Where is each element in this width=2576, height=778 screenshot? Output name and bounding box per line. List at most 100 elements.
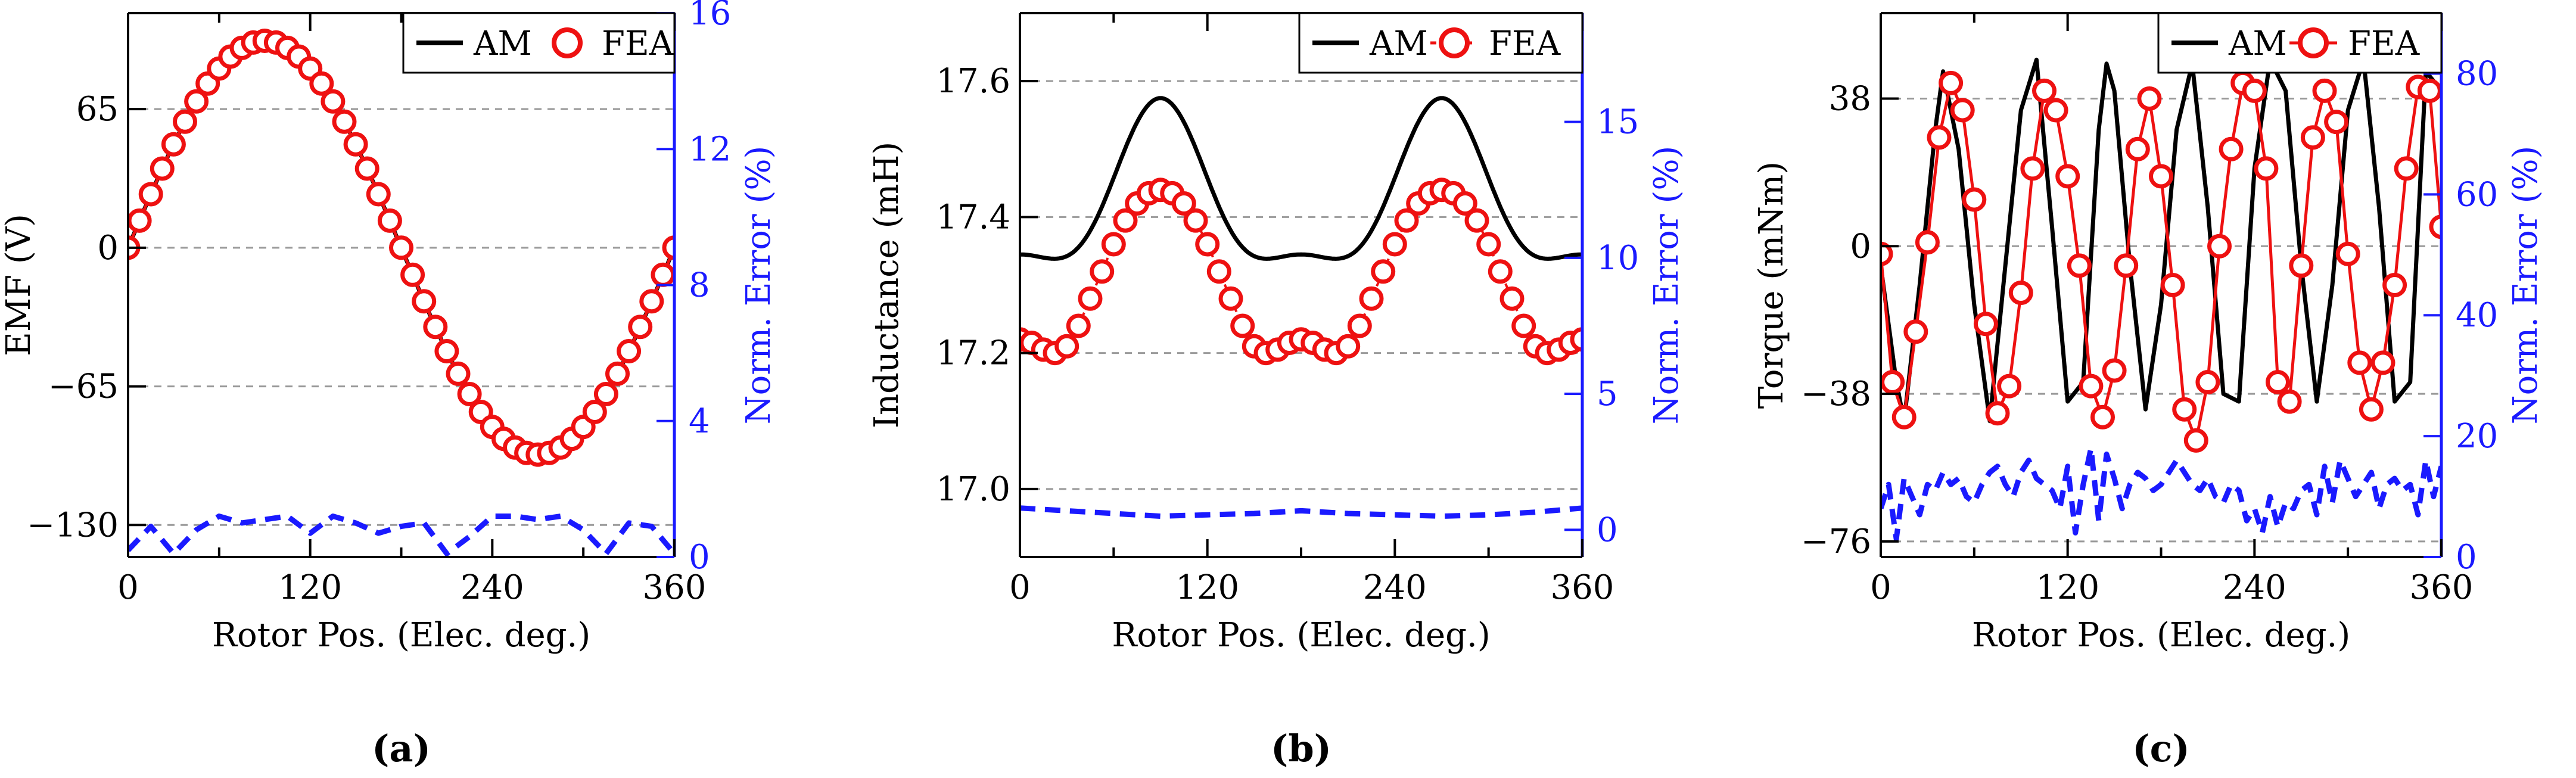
panel-1-plot-area [128,29,674,556]
panel-1-fea-marker [605,361,630,386]
panel-3-fea-marker [1891,404,1917,430]
panel-3-x-tick-label: 360 [2410,568,2474,607]
panel-2-fea-marker [1101,232,1126,257]
panel-2-fea-marker [1090,259,1115,284]
panel-1-series-error [128,514,674,556]
panel-3-fea-marker [2125,136,2150,161]
panel-3-fea-marker [2102,358,2127,383]
panel-3-fea-marker [2266,370,2290,394]
panel-2-fea-marker [1570,327,1582,352]
panel-1-fea-marker [377,208,402,233]
panel-3-fea-marker [2370,350,2395,375]
panel-3-y-axis-title: Torque (mNm) [1752,161,1791,409]
panel-1-y-tick-label: −130 [27,506,119,544]
panel-1-legend-am-label: AM [473,24,532,63]
panel-1-fea-marker [343,132,368,157]
panel-3-y2-tick-label: 80 [2456,54,2498,93]
panel-1-y-tick-label: 65 [76,90,119,129]
panel-3-fea-marker [1927,125,1952,150]
panel-2-fea-marker [1488,259,1513,284]
panel-3-fea-marker [1962,187,1987,212]
panel-1-fea-marker [173,109,197,134]
panel-2-y2-tick-label: 5 [1597,375,1618,413]
panel-2-legend-am-label: AM [1369,24,1428,63]
panel-2-fea-marker [1054,334,1079,359]
panel-3-fea-marker [2149,164,2173,189]
panel-1-fea-marker [150,156,175,181]
panel-1-fea-marker [128,208,152,233]
panel-3-x-tick-label: 120 [2036,568,2099,607]
panel-1-y2-tick-label: 0 [689,538,710,577]
panel-3-fea-marker [2324,110,2349,135]
panel-3-fea-marker [1939,70,1964,95]
panel-1-x-tick-label: 360 [643,568,707,607]
panel-2-fea-marker [1371,259,1396,284]
panel-2-x-tick-label: 0 [1009,568,1031,607]
panel-2-x-axis-title: Rotor Pos. (Elec. deg.) [1112,616,1490,655]
panel-3-fea-marker [1915,230,1940,255]
panel-3-fea-marker [2300,125,2325,150]
panel-1-fea-marker [332,109,357,134]
panel-3-fea-marker [2008,281,2033,305]
panel-3-fea-marker [2254,156,2279,181]
panel-3-fea-marker [2429,214,2441,239]
panel-3-fea-marker [2277,389,2302,414]
panel-2-x-tick-label: 360 [1551,568,1614,607]
panel-3-y2-tick-label: 0 [2456,538,2477,577]
panel-1-legend-fea-marker [552,27,583,58]
panel-3-fea-marker [2020,156,2045,181]
panel-3-fea-marker [2090,404,2115,430]
panel-2-y-tick-label: 17.0 [936,470,1010,509]
panel-3-legend-fea-label: FEA [2348,24,2420,63]
panel-3-fea-marker [1950,98,1975,123]
panel-3-fea-marker [2219,136,2244,161]
panel-1-fea-marker [423,315,448,340]
panel-3-x-tick-label: 0 [1870,568,1891,607]
panel-2-fea-marker [1464,208,1489,233]
panel-2-fea-marker [1336,334,1361,359]
panel-3-panel-label: (c) [2132,727,2189,770]
panel-3-series-error [1881,445,2441,542]
panel-3-fea-marker [2335,241,2360,266]
panel-3-fea-marker [2312,78,2337,103]
panel-2-legend-fea-marker [1439,27,1470,58]
panel-1-fea-marker [651,262,674,287]
panel-2-y2-axis-title: Norm. Error (%) [1647,146,1686,425]
panel-2-series-error [1020,505,1582,519]
panel-3-fea-marker [2289,253,2314,278]
panel-1-y2-tick-label: 4 [689,402,710,441]
panel-2-panel-label: (b) [1271,727,1331,770]
panel-3-y2-tick-label: 60 [2456,175,2498,214]
panel-1-fea-marker [639,289,664,314]
panel-2-fea-marker [1347,313,1372,338]
panel-1-y2-axis-title: Norm. Error (%) [739,146,778,425]
panel-1-fea-marker [389,235,413,260]
panel-2-fea-marker [1218,286,1243,311]
panel-2-fea-marker [1359,286,1384,311]
panel-3-y-tick-label: −76 [1801,522,1871,561]
panel-3-fea-marker [2359,397,2384,422]
panel-2-x-tick-label: 120 [1175,568,1239,607]
panel-3-y-tick-label: 0 [1850,227,1871,266]
panel-3-legend-am-label: AM [2228,24,2287,63]
panel-3-fea-marker [2195,370,2220,394]
panel-2-y-axis-title: Inductance (mH) [867,142,906,428]
panel-3-fea-marker [1881,370,1905,394]
panel-1-y2-tick-label: 12 [689,130,731,169]
panel-3-fea-marker [2417,78,2441,103]
panel-1-fea-marker [457,382,482,406]
panel-3-x-tick-label: 240 [2223,568,2286,607]
panel-3-fea-marker [2183,428,2208,453]
panel-2-fea-marker [1195,232,1220,257]
panel-2-fea-marker [1230,313,1255,338]
panel-3-y-tick-label: 38 [1829,79,1871,118]
panel-3-fea-marker [2032,78,2057,103]
panel-1-y2-tick-label: 8 [689,266,710,305]
panel-2-y2-tick-label: 10 [1597,239,1639,278]
panel-3-fea-marker [2394,156,2419,181]
panel-2-series-am [1020,96,1582,261]
panel-3-fea-marker [2382,273,2407,297]
panel-1-y2-tick-label: 16 [689,0,731,33]
panel-1-fea-marker [593,382,618,406]
